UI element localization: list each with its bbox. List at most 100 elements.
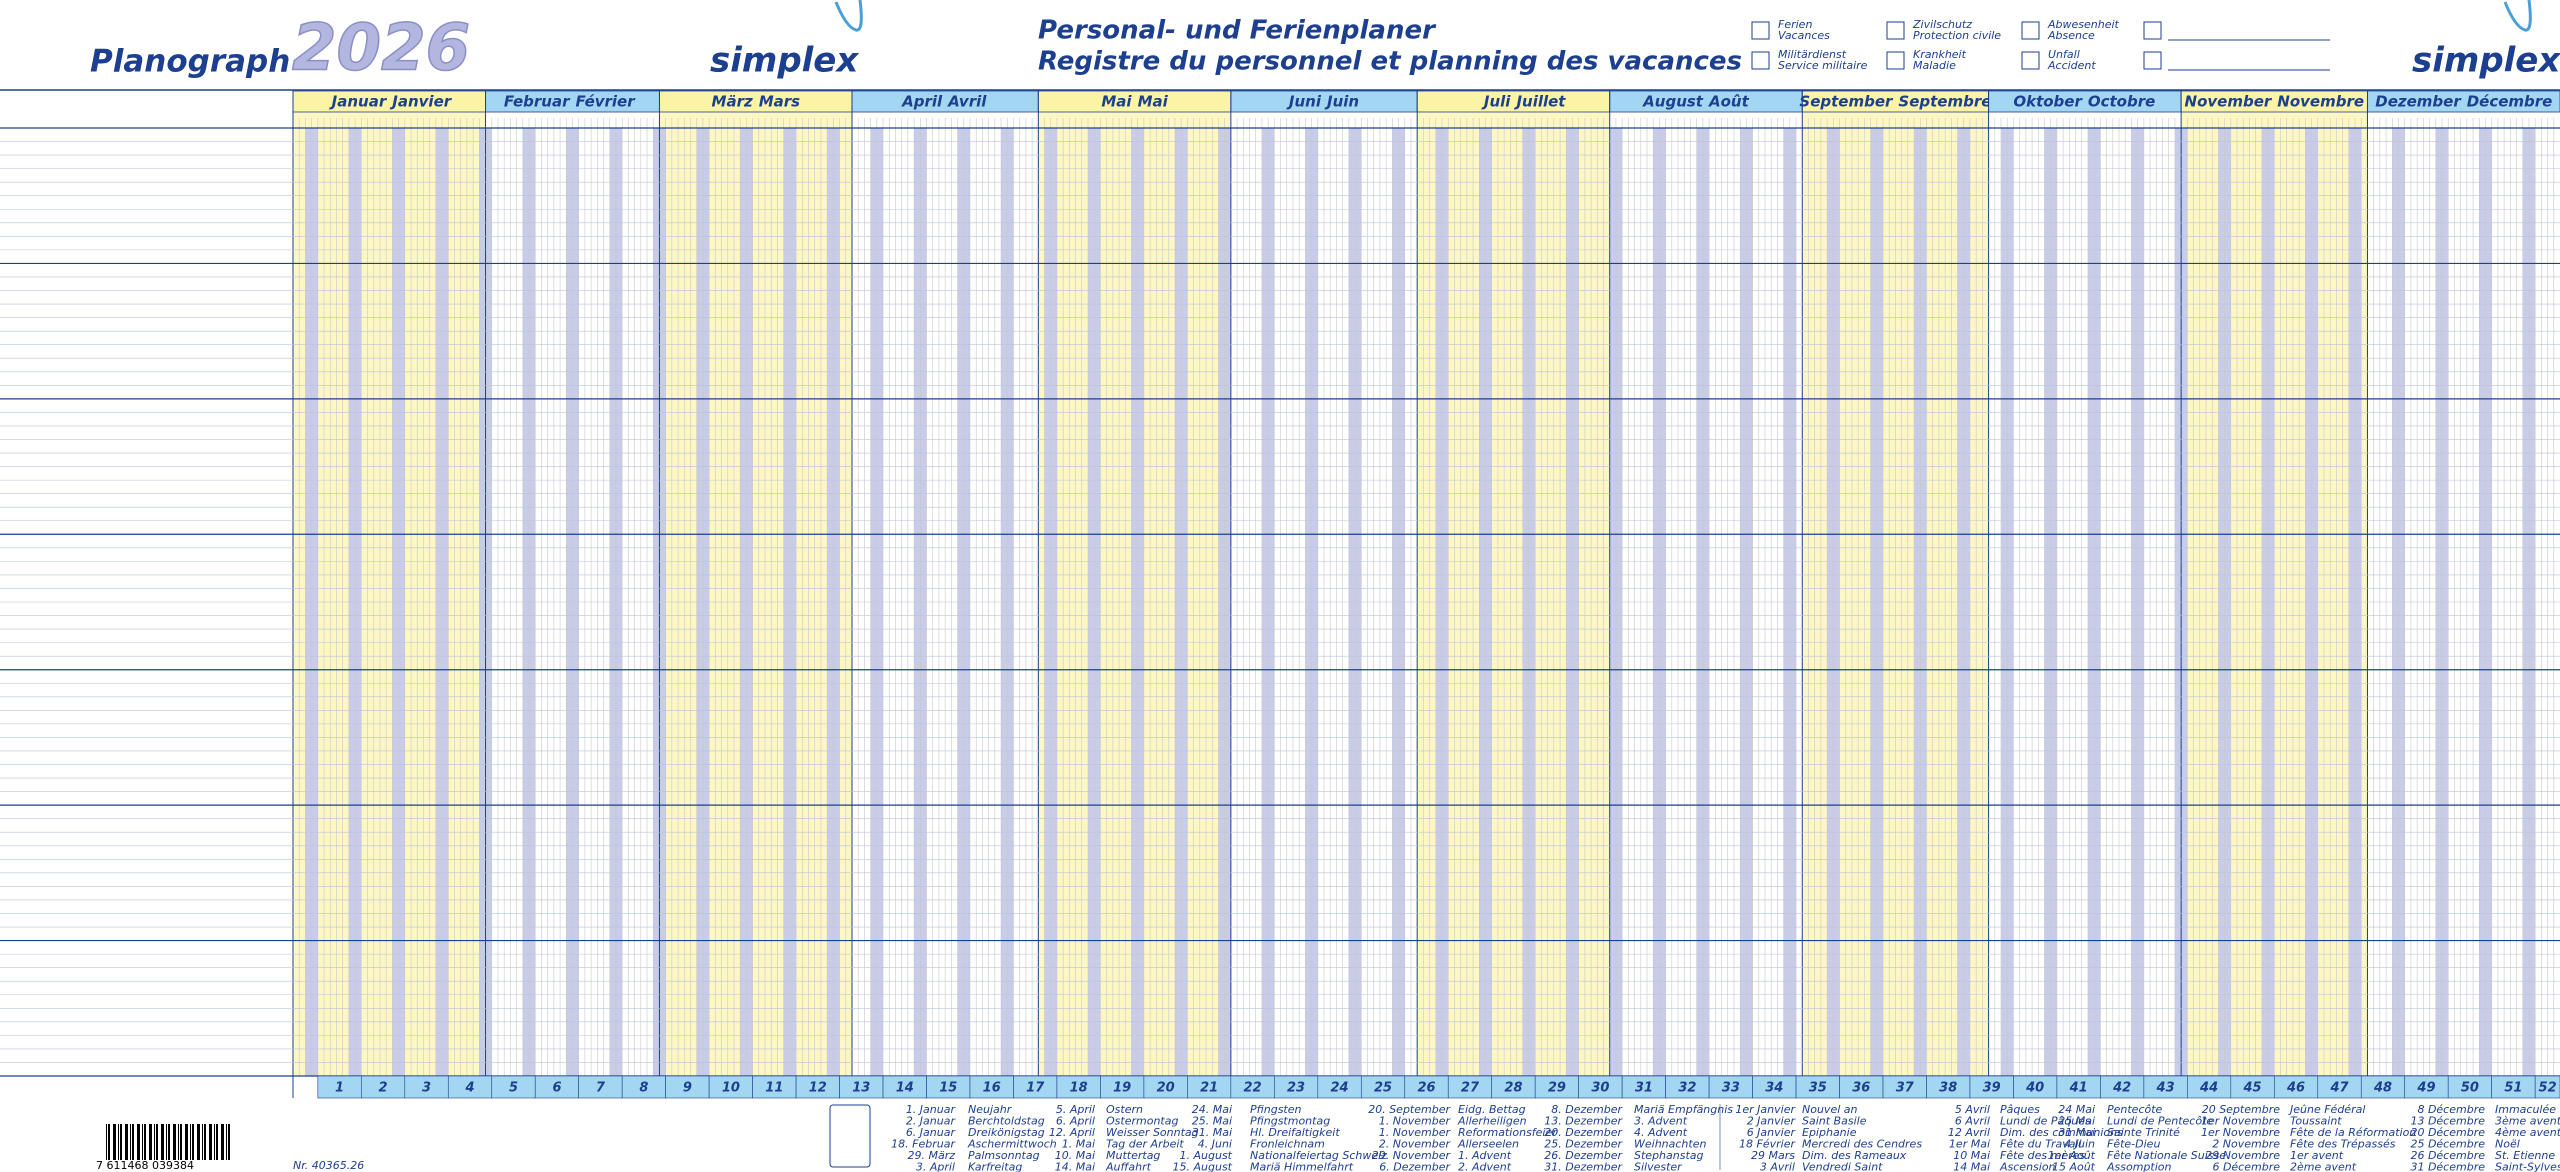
holiday-date: 24 Mai xyxy=(2058,1103,2095,1116)
holiday-name: Berchtoldstag xyxy=(968,1115,1045,1128)
holiday-date: 13 Décembre xyxy=(2410,1115,2485,1128)
holiday-date: 31 Décembre xyxy=(2410,1161,2485,1172)
month-name: Novembre xyxy=(2277,93,2364,111)
holiday-date: 1er Novembre xyxy=(2201,1126,2280,1139)
week-number: 40 xyxy=(2025,1081,2044,1096)
bar xyxy=(192,1124,194,1160)
week-number: 27 xyxy=(1461,1081,1480,1096)
week-number: 7 xyxy=(596,1081,606,1096)
bar xyxy=(202,1124,203,1160)
week-number: 48 xyxy=(2373,1081,2392,1096)
holiday-name: Pfingstmontag xyxy=(1250,1115,1330,1128)
article-number: Nr. 40365.26 xyxy=(293,1159,364,1172)
holiday-date: 12. April xyxy=(1049,1126,1095,1139)
holiday-date: 6 Décembre xyxy=(2212,1161,2280,1172)
holiday-name: Fête de la Réformation xyxy=(2290,1126,2416,1139)
holiday-date: 29 Novembre xyxy=(2205,1149,2280,1162)
holiday-date: 25 Mai xyxy=(2058,1115,2095,1128)
week-number: 51 xyxy=(2504,1081,2522,1096)
holiday-name: Mariä Empfängnis xyxy=(1634,1103,1733,1116)
holiday-date: 14. Mai xyxy=(1055,1161,1095,1172)
holiday-date: 8 Décembre xyxy=(2417,1103,2485,1116)
week-number: 36 xyxy=(1852,1081,1870,1096)
logo: simplex xyxy=(710,41,859,81)
month-name: Mai xyxy=(1101,93,1132,111)
holiday-date: 1er Novembre xyxy=(2201,1115,2280,1128)
bar xyxy=(108,1124,110,1160)
bar xyxy=(144,1124,146,1160)
week-number: 32 xyxy=(1678,1081,1696,1096)
legend-label: Militärdienst xyxy=(1778,48,1847,61)
holiday-name: 3ème avent xyxy=(2495,1115,2560,1128)
holiday-date: 6. Dezember xyxy=(1379,1161,1451,1172)
holiday-name: Saint Basile xyxy=(1802,1115,1867,1128)
month-name: Juin xyxy=(1324,93,1359,111)
week-number: 44 xyxy=(2199,1081,2218,1096)
week-number: 10 xyxy=(722,1081,740,1096)
holiday-date: 2 Novembre xyxy=(2212,1138,2280,1151)
week-number: 2 xyxy=(379,1081,388,1096)
holiday-date: 1. Januar xyxy=(906,1103,957,1116)
holiday-name: 2. Advent xyxy=(1458,1161,1512,1172)
week-number: 25 xyxy=(1374,1081,1392,1096)
month-name: Juni xyxy=(1286,93,1322,111)
month-name: Mai xyxy=(1138,93,1169,111)
holiday-date: 6. April xyxy=(1056,1115,1095,1128)
week-number: 14 xyxy=(896,1081,914,1096)
holiday-name: Silvester xyxy=(1634,1161,1683,1172)
holiday-name: Fronleichnam xyxy=(1250,1138,1325,1151)
holiday-date: 14 Mai xyxy=(1953,1161,1990,1172)
holiday-name: Fête du Travail xyxy=(2000,1138,2082,1151)
bar xyxy=(178,1124,179,1160)
holiday-name: Eidg. Bettag xyxy=(1458,1103,1526,1116)
holiday-name: Pentecôte xyxy=(2107,1103,2163,1116)
checkbox xyxy=(1751,21,1770,40)
checkbox xyxy=(1751,51,1770,70)
holiday-date: 2 Janvier xyxy=(1747,1115,1797,1128)
bar xyxy=(149,1124,152,1160)
legend-label: Absence xyxy=(2047,29,2095,42)
holiday-date: 18. Februar xyxy=(891,1138,956,1151)
legend-label: Zivilschutz xyxy=(1912,18,1972,31)
holiday-date: 25. Dezember xyxy=(1544,1138,1623,1151)
week-number: 49 xyxy=(2416,1081,2435,1096)
week-number: 16 xyxy=(983,1081,1001,1096)
legend-label: Krankheit xyxy=(1913,48,1967,61)
holiday-date: 25 Décembre xyxy=(2410,1138,2485,1151)
title: Registre du personnel et planning des va… xyxy=(1038,47,1742,77)
holiday-name: 4ème avent xyxy=(2495,1126,2560,1139)
month-name: Juillet xyxy=(1513,93,1566,111)
holiday-name: Dim. des communions xyxy=(2000,1126,2123,1139)
month-name: September xyxy=(1799,93,1894,111)
bar xyxy=(156,1124,158,1160)
week-number: 1 xyxy=(335,1081,344,1096)
month-header xyxy=(659,90,853,113)
holiday-date: 3 Avril xyxy=(1760,1161,1795,1172)
week-number: 18 xyxy=(1070,1081,1088,1096)
month-column xyxy=(659,112,852,1076)
month-name: Février xyxy=(575,93,636,111)
week-number: 46 xyxy=(2286,1081,2305,1096)
bar xyxy=(154,1124,155,1160)
month-name: Februar xyxy=(504,93,571,111)
holiday-date: 3. April xyxy=(916,1161,955,1172)
month-header xyxy=(292,90,486,113)
holiday-name: Weisser Sonntag xyxy=(1106,1126,1199,1139)
month-header xyxy=(1037,90,1232,113)
week-number: 28 xyxy=(1504,1081,1522,1096)
holiday-name: Lundi de Pâques xyxy=(2000,1115,2091,1128)
week-number: 24 xyxy=(1330,1081,1348,1096)
bar xyxy=(190,1124,191,1160)
holiday-name: Ostermontag xyxy=(1106,1115,1178,1128)
holiday-name: Tag der Arbeit xyxy=(1106,1138,1184,1151)
holiday-name: Sainte Trinité xyxy=(2107,1126,2180,1139)
holiday-date: 5 Avril xyxy=(1955,1103,1990,1116)
bar xyxy=(137,1124,140,1160)
holiday-date: 10 Mai xyxy=(1953,1149,1990,1162)
blank-legend xyxy=(2143,21,2330,71)
week-number: 6 xyxy=(552,1081,561,1096)
month-header xyxy=(851,90,1039,113)
bar xyxy=(118,1124,119,1160)
month-name: Septembre xyxy=(1898,93,1991,111)
holiday-name: St. Etienne xyxy=(2495,1149,2555,1162)
